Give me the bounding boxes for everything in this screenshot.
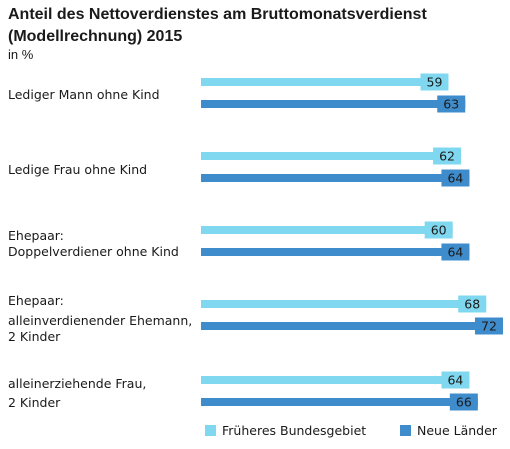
legend: Früheres Bundesgebiet Neue Länder (205, 423, 498, 438)
value-box-east-1 (441, 169, 470, 187)
category-label-line: 2 Kinder (8, 395, 61, 410)
bar-east-1 (201, 174, 470, 182)
legend-swatch-east (400, 425, 411, 436)
category-label-1: Ledige Frau ohne Kind (8, 162, 147, 177)
value-box-west-3 (458, 295, 487, 313)
data-label-east-1: 64 (447, 171, 463, 186)
bar-west-2 (201, 226, 453, 234)
category-label-4: alleinerziehende Frau, 2 Kinder (8, 376, 146, 410)
value-box-west-0 (420, 73, 449, 91)
data-label-east-3: 72 (481, 319, 497, 334)
category-label-line: alleinverdienender Ehemann, (8, 313, 192, 328)
data-label-east-0: 63 (443, 97, 459, 112)
unit-label: in % (8, 47, 34, 62)
data-label-west-2: 60 (431, 223, 447, 238)
category-label-line: Doppelverdiener ohne Kind (8, 244, 179, 259)
bar-west-0 (201, 78, 449, 86)
bar-east-4 (201, 398, 478, 406)
data-label-east-2: 64 (447, 245, 463, 260)
value-box-east-4 (449, 393, 478, 411)
data-label-west-3: 68 (464, 297, 480, 312)
bar-east-3 (201, 322, 503, 330)
legend-swatch-west (205, 425, 216, 436)
value-box-west-1 (433, 147, 462, 165)
bar-west-1 (201, 152, 462, 160)
chart-title: Anteil des Nettoverdienstes am Bruttomon… (8, 6, 427, 45)
bar-east-0 (201, 100, 466, 108)
data-label-west-4: 64 (447, 373, 463, 388)
category-label-3: Ehepaar: alleinverdienender Ehemann, 2 Kin… (8, 293, 192, 344)
value-box-east-2 (441, 243, 470, 261)
data-label-east-4: 66 (456, 395, 472, 410)
value-box-west-4 (441, 371, 470, 389)
category-label-line: Lediger Mann ohne Kind (8, 87, 160, 102)
data-label-west-1: 62 (439, 149, 455, 164)
category-label-line: 2 Kinder (8, 329, 61, 344)
legend-label-east: Neue Länder (417, 423, 498, 438)
category-label-line: Ehepaar: (8, 228, 64, 243)
value-box-east-0 (437, 95, 466, 113)
category-label-line: Ehepaar: (8, 293, 64, 308)
value-box-west-2 (424, 221, 453, 239)
bar-east-2 (201, 248, 470, 256)
category-label-0: Lediger Mann ohne Kind (8, 87, 160, 102)
bar-west-4 (201, 376, 470, 384)
category-label-line: Ledige Frau ohne Kind (8, 162, 147, 177)
bar-west-3 (201, 300, 487, 308)
category-label-line: alleinerziehende Frau, (8, 376, 146, 391)
legend-label-west: Früheres Bundesgebiet (222, 423, 366, 438)
data-label-west-0: 59 (427, 75, 443, 90)
category-label-2: Ehepaar: Doppelverdiener ohne Kind (8, 228, 179, 259)
value-box-east-3 (475, 317, 503, 335)
